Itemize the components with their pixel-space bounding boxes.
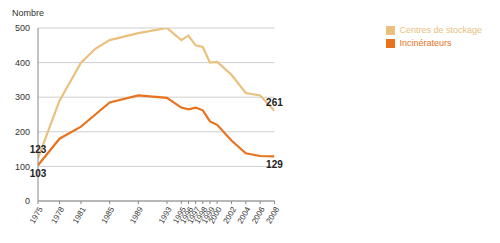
svg-text:1989: 1989 [128,205,145,225]
svg-text:261: 261 [266,97,283,108]
svg-text:100: 100 [15,162,30,172]
svg-text:200: 200 [15,127,30,137]
svg-text:0: 0 [25,196,30,206]
html-text:Nombre: Nombre [12,8,44,18]
svg-text:2004: 2004 [236,205,253,225]
svg-text:500: 500 [15,23,30,33]
svg-text:2000: 2000 [207,205,224,225]
svg-text:1975: 1975 [28,205,45,225]
svg-text:400: 400 [15,58,30,68]
svg-text:1985: 1985 [100,205,117,225]
svg-text:1981: 1981 [71,205,88,225]
html-text:Incinérateurs: Incinérateurs [399,38,452,48]
svg-text:129: 129 [266,159,283,170]
svg-text:1978: 1978 [49,205,66,225]
svg-text:300: 300 [15,92,30,102]
svg-text:103: 103 [30,168,47,179]
svg-text:2006: 2006 [250,205,267,225]
svg-text:1993: 1993 [157,205,174,225]
svg-text:2008: 2008 [264,205,281,225]
html-text:Centres de stockage: Centres de stockage [399,25,482,35]
svg-text:123: 123 [30,144,47,155]
svg-text:2002: 2002 [221,205,238,225]
